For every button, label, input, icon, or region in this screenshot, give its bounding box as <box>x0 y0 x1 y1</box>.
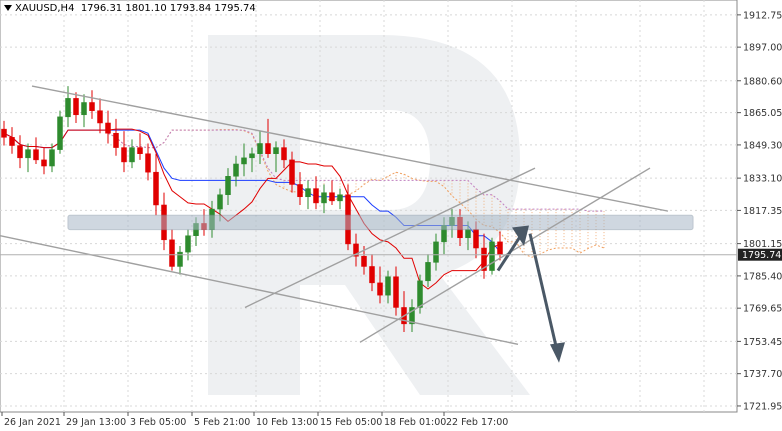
candle-body <box>265 143 271 154</box>
candle-body <box>321 192 327 204</box>
resistance-zone <box>67 214 694 231</box>
x-tick-label: 5 Feb 21:00 <box>194 417 250 428</box>
candle-body <box>273 147 279 154</box>
y-tick-label: 1833.10 <box>743 174 782 185</box>
x-tick-label: 3 Feb 05:00 <box>130 417 186 428</box>
y-tick-label: 1912.75 <box>743 10 782 21</box>
forecast-arrow-down-head <box>550 342 565 363</box>
x-tick-label: 22 Feb 17:00 <box>446 417 508 428</box>
candle-body <box>9 137 15 146</box>
last-price-box <box>738 248 782 261</box>
candle-body <box>289 159 295 185</box>
candle-body <box>97 110 103 124</box>
chart-symbol: XAUUSD,H4 <box>15 3 75 14</box>
candle-body <box>305 188 311 198</box>
candle-body <box>353 243 359 257</box>
candle-body <box>425 262 431 282</box>
candle-body <box>121 147 127 163</box>
candle-body <box>361 255 367 267</box>
y-tick-label: 1785.40 <box>743 271 782 282</box>
candle-body <box>393 276 399 308</box>
candle-body <box>65 98 71 118</box>
candle-body <box>417 280 423 308</box>
y-tick-label: 1769.65 <box>743 304 782 315</box>
candle-body <box>497 241 503 255</box>
last-price-label: 1795.74 <box>742 250 781 261</box>
x-tick-label: 26 Jan 2021 <box>4 417 61 428</box>
candle-body <box>481 247 487 271</box>
candle-body <box>337 194 343 202</box>
candle-body <box>89 102 95 111</box>
candle-body <box>465 229 471 239</box>
candle-body <box>33 149 39 161</box>
candle-body <box>329 192 335 202</box>
candle-body <box>25 149 31 159</box>
y-tick-label: 1865.05 <box>743 108 782 119</box>
candle-body <box>137 147 143 154</box>
candle-body <box>113 132 119 148</box>
forecast-arrow-down <box>528 233 559 351</box>
x-tick-label: 29 Jan 13:00 <box>66 417 126 428</box>
x-tick-label: 10 Feb 13:00 <box>256 417 318 428</box>
candle-body <box>281 147 287 161</box>
forecast-arrow-up <box>496 232 524 272</box>
candle-body <box>217 194 223 210</box>
candle-body <box>41 159 47 167</box>
y-tick-label: 1880.60 <box>743 76 782 87</box>
candle-body <box>153 171 159 206</box>
y-tick-label: 1897.00 <box>743 43 782 54</box>
chart-ohlc: 1796.31 1801.10 1793.84 1795.74 <box>80 3 256 14</box>
forecast-arrows <box>496 225 565 363</box>
lower-channel-line <box>0 235 519 346</box>
candle-body <box>473 229 479 249</box>
candle-body <box>489 241 495 271</box>
senkou-span-a <box>107 129 605 258</box>
chart-header: XAUUSD,H4 1796.31 1801.10 1793.84 1795.7… <box>4 3 256 14</box>
candle-body <box>225 176 231 195</box>
y-tick-label: 1801.15 <box>743 239 782 250</box>
candle-body <box>105 122 111 134</box>
candle-body <box>177 251 183 267</box>
candle-body <box>433 241 439 263</box>
candle-body <box>249 153 255 159</box>
y-tick-label: 1737.70 <box>743 369 782 380</box>
candle-body <box>185 235 191 253</box>
x-tick-label: 15 Feb 05:00 <box>320 417 382 428</box>
dropdown-triangle-icon[interactable] <box>4 5 12 11</box>
ascending-line-1 <box>244 167 536 309</box>
y-tick-label: 1721.95 <box>743 401 782 412</box>
y-tick-label: 1753.45 <box>743 337 782 348</box>
candle-body <box>233 163 239 177</box>
candle-body <box>81 102 87 116</box>
y-tick-label: 1849.30 <box>743 140 782 151</box>
candle-body <box>385 276 391 296</box>
candle-body <box>145 153 151 173</box>
candle-body <box>377 282 383 296</box>
forecast-arrow-up-head <box>512 225 529 246</box>
upper-channel-line <box>31 85 669 212</box>
candle-body <box>409 307 415 325</box>
candle-body <box>73 98 79 116</box>
candle-body <box>257 143 263 154</box>
candle-body <box>57 116 63 150</box>
senkou-span-b <box>107 129 604 212</box>
candle-body <box>17 145 23 159</box>
candle-body <box>129 147 135 163</box>
x-tick-label: 18 Feb 01:00 <box>384 417 446 428</box>
y-tick-label: 1817.35 <box>743 206 782 217</box>
candle-body <box>313 188 319 204</box>
candle-body <box>169 239 175 267</box>
candle-body <box>1 128 7 138</box>
tenkan-sen-line <box>3 128 501 290</box>
candle-body <box>49 149 55 167</box>
candle-body <box>241 157 247 165</box>
candle-body <box>297 184 303 198</box>
candle-body <box>369 266 375 284</box>
